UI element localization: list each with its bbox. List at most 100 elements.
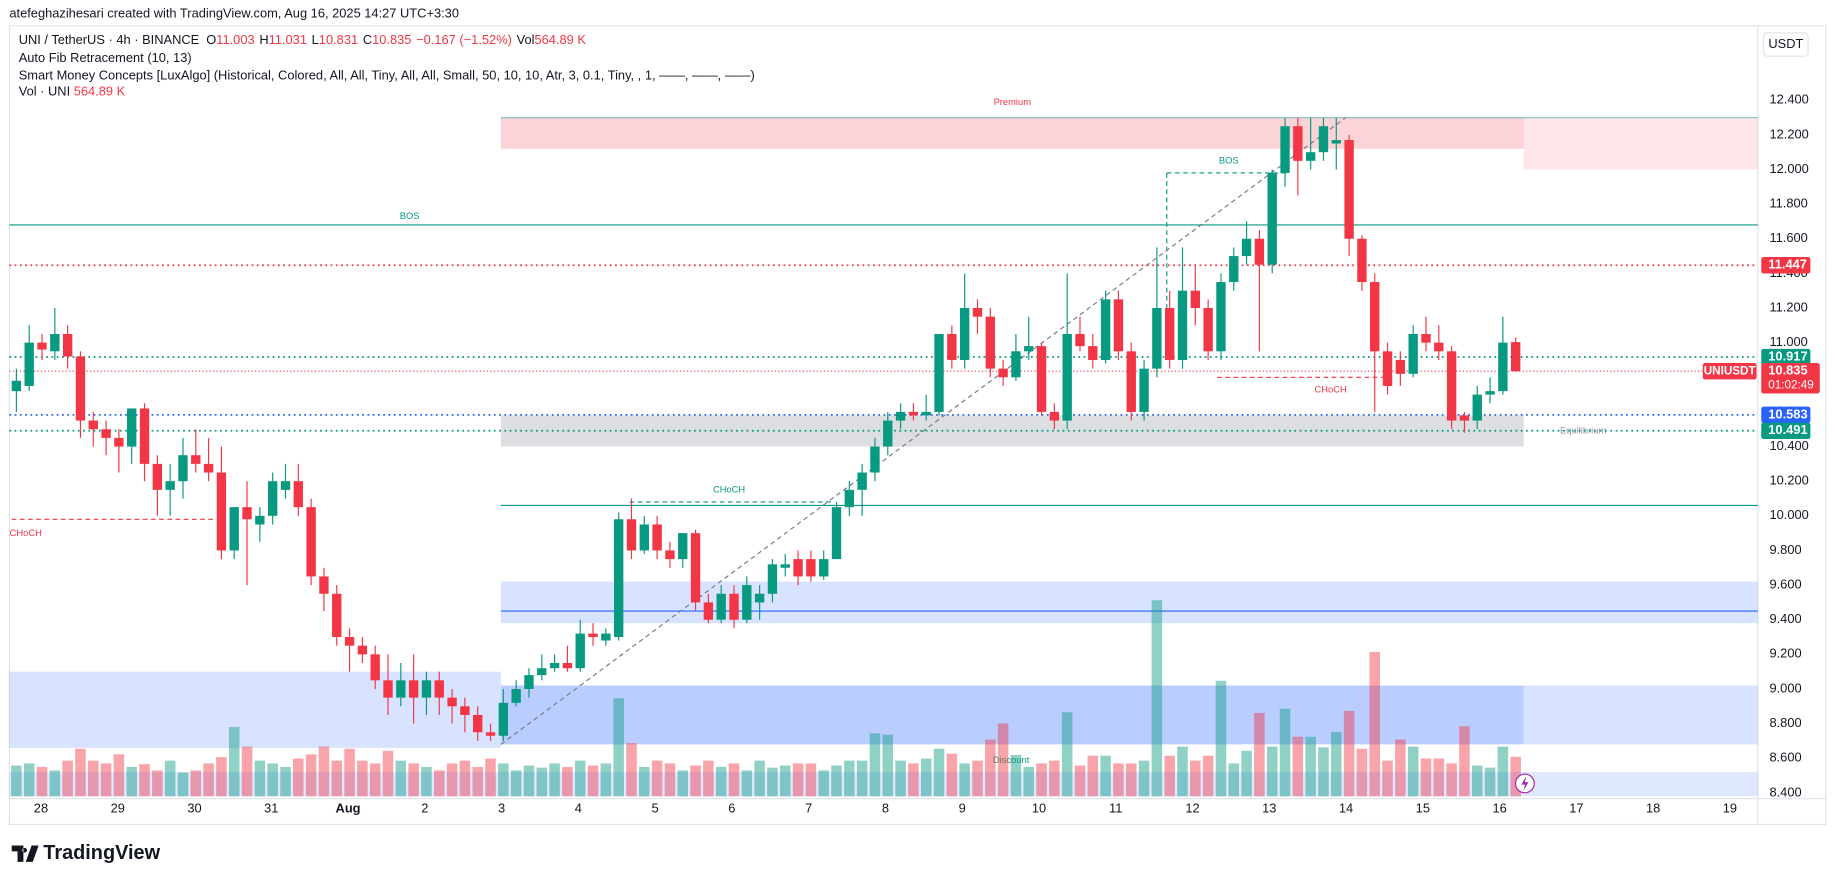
volume-bar xyxy=(523,765,535,797)
candle-body xyxy=(1459,415,1470,421)
x-tick-label: 19 xyxy=(1723,801,1737,816)
candle-body xyxy=(652,524,662,551)
level-label: CHoCH xyxy=(10,528,42,538)
candle-body xyxy=(998,368,1008,378)
candle-body xyxy=(549,663,560,669)
candle-body xyxy=(62,333,73,357)
candle-body xyxy=(319,576,329,594)
candle-body xyxy=(1229,256,1239,283)
candle-body xyxy=(114,437,124,447)
price-label: 10.583 xyxy=(1768,406,1807,421)
candle-body xyxy=(1177,290,1188,360)
volume-bar xyxy=(1459,726,1470,797)
x-tick-label: 6 xyxy=(728,801,735,816)
ohlc-key: H xyxy=(259,32,268,47)
volume-bar xyxy=(1151,600,1163,797)
candle-body xyxy=(601,633,611,641)
candle-body xyxy=(883,420,893,447)
currency-box[interactable] xyxy=(1763,32,1809,57)
volume-bar xyxy=(203,763,214,797)
x-tick-label: 18 xyxy=(1646,801,1660,816)
candle-body xyxy=(306,507,316,577)
candle-body xyxy=(1254,238,1265,265)
candle-body xyxy=(1318,126,1329,153)
volume-bar xyxy=(587,765,599,797)
volume-bar xyxy=(805,763,817,797)
candle-body xyxy=(344,637,355,646)
zone xyxy=(500,685,1524,745)
candle-body xyxy=(947,333,957,360)
volume-bar xyxy=(792,763,804,797)
volume-bar xyxy=(190,770,202,797)
zone xyxy=(500,117,1524,149)
candle-body xyxy=(139,408,150,464)
candle-body xyxy=(1498,342,1508,392)
y-tick-label: 10.400 xyxy=(1769,438,1808,453)
level-label: BOS xyxy=(1219,156,1239,166)
logo-icon xyxy=(11,845,39,862)
volume-bar xyxy=(613,698,624,797)
candle-body xyxy=(767,564,778,594)
x-tick-label: 31 xyxy=(264,801,278,816)
candle-body xyxy=(1203,308,1213,352)
candle-body xyxy=(1472,394,1482,421)
candle-body xyxy=(88,420,98,430)
volume-bar xyxy=(498,763,509,797)
y-tick-label: 12.000 xyxy=(1769,161,1808,176)
volume-bar xyxy=(997,723,1009,797)
candle-body xyxy=(178,455,188,482)
volume-bar xyxy=(779,765,791,797)
candle-body xyxy=(1165,308,1175,360)
y-tick-label: 12.400 xyxy=(1769,92,1808,107)
volume-bar xyxy=(715,766,727,797)
y-tick-label: 9.200 xyxy=(1769,646,1801,661)
x-tick-label: 12 xyxy=(1185,801,1199,816)
price-label-box xyxy=(1761,257,1811,274)
volume-bar xyxy=(446,763,458,797)
volume-bar xyxy=(1254,712,1265,797)
currency[interactable]: USDT xyxy=(1768,36,1803,51)
zone xyxy=(1523,117,1758,170)
volume-bar xyxy=(177,772,189,797)
ohlc-key: L xyxy=(312,32,319,47)
volume-bar xyxy=(1241,750,1252,797)
volume-bar xyxy=(318,746,330,797)
volume-bar xyxy=(1228,763,1240,797)
candle-body xyxy=(485,732,496,736)
candle-body xyxy=(806,559,816,577)
volume-bar xyxy=(600,763,612,797)
candle-body xyxy=(1216,282,1226,352)
volume-bar xyxy=(754,760,765,797)
candle-body xyxy=(203,463,214,473)
volume xyxy=(11,600,1521,797)
candle-body xyxy=(1395,359,1406,374)
price-label-box xyxy=(1761,406,1811,424)
volume-bar xyxy=(1049,760,1060,797)
candle-body xyxy=(819,559,829,577)
volume-bar xyxy=(856,760,868,797)
zone-label: Premium xyxy=(994,97,1032,107)
candle-body xyxy=(127,408,137,447)
indicator: Auto Fib Retracement (10, 13) xyxy=(19,50,192,65)
volume-bar xyxy=(895,760,906,797)
candle-body xyxy=(921,411,931,416)
volume-bar xyxy=(1190,760,1201,797)
volume-bar xyxy=(49,770,61,797)
x-tick-label: 28 xyxy=(34,801,48,816)
y-tick-label: 11.600 xyxy=(1769,230,1807,245)
logo: TradingView xyxy=(11,842,161,864)
candle-body xyxy=(639,524,649,551)
candle-body xyxy=(24,342,34,386)
alert-icon-bolt xyxy=(1521,776,1529,791)
credit: atefeghazihesari created with TradingVie… xyxy=(9,5,459,20)
volume-bar xyxy=(1420,758,1432,797)
y-tick-label: 10.000 xyxy=(1769,507,1808,522)
volume-bar xyxy=(267,763,278,797)
candle-body xyxy=(267,481,278,516)
candle-body xyxy=(1408,333,1418,374)
zones: Premium Equilibrium Discount xyxy=(9,97,1758,797)
candle-body xyxy=(908,411,919,416)
volume-bar xyxy=(1292,736,1304,797)
